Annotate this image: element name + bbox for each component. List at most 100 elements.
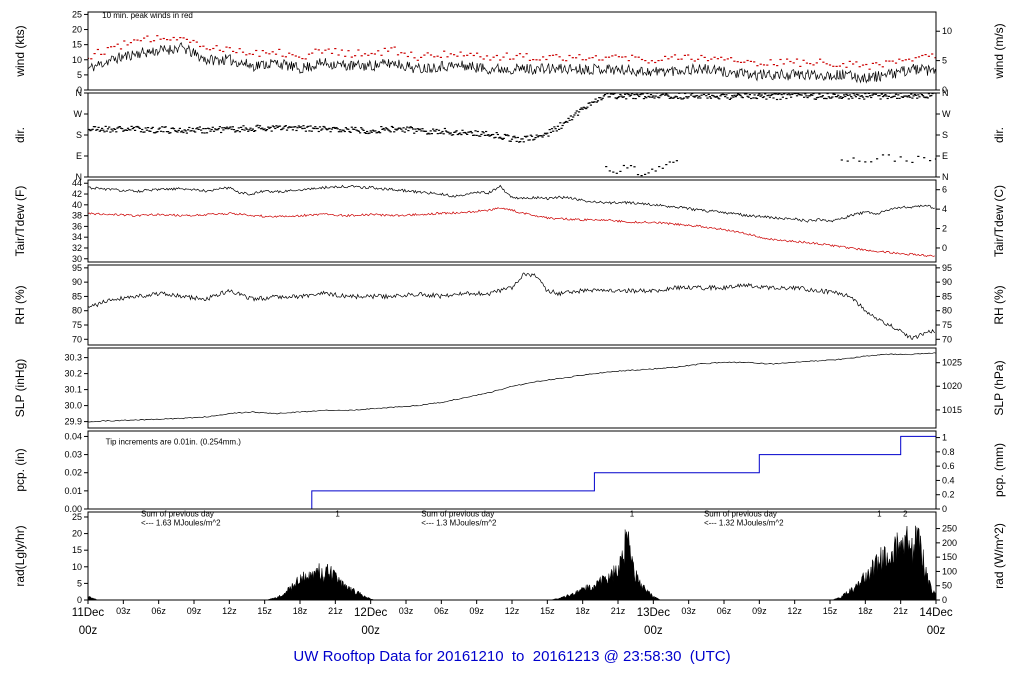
ytick-right-label: 70	[942, 334, 952, 344]
series-sea-level-pressure	[88, 352, 936, 423]
ytick-right-label: E	[942, 151, 948, 161]
series-wind-direction	[88, 93, 936, 143]
ytick-left-label: 85	[72, 291, 82, 301]
chart-annotation: Sum of previous day <--- 1.32 MJoules/m^2	[704, 509, 784, 527]
axis-title-left: pcp. (in)	[13, 448, 27, 491]
panel-border	[87, 430, 937, 510]
series-tair-f	[88, 184, 935, 223]
hour-label: 21z	[893, 606, 908, 616]
ytick-left-label: 5	[77, 578, 82, 588]
hour-label: 03z	[399, 606, 414, 616]
ytick-right-label: 0.8	[942, 447, 955, 457]
ytick-right-label: 250	[942, 524, 957, 534]
panel-border	[87, 264, 937, 346]
ytick-right-label: 0.2	[942, 490, 955, 500]
series-precip-accum	[88, 435, 936, 509]
chart-annotation: Sum of previous day <--- 1.63 MJoules/m^2	[141, 509, 221, 527]
series-solar-radiation	[88, 525, 936, 600]
ytick-right-label: 1015	[942, 405, 962, 415]
ytick-right-label: 100	[942, 566, 957, 576]
axis-title-left: wind (kts)	[13, 25, 27, 77]
ytick-right-label: 5	[942, 56, 947, 66]
ytick-left-label: 0.00	[64, 504, 82, 514]
ytick-left-label: 30.0	[64, 401, 82, 411]
axis-title-right: dir.	[992, 127, 1006, 143]
ytick-right-label: 150	[942, 552, 957, 562]
hour-label: 03z	[116, 606, 131, 616]
series-tdew-f	[88, 207, 935, 258]
ytick-left-label: 29.9	[64, 417, 82, 427]
x-axis: 11Dec 00z 03z 06z 09z 12z 15z 18z 21z 12Dec 00z 03z…	[72, 600, 953, 637]
ytick-left-label: 20	[72, 25, 82, 35]
ytick-right-label: 1	[942, 433, 947, 443]
hour-label: 18z	[858, 606, 873, 616]
ytick-left-label: 34	[72, 232, 82, 242]
hour-label: 15z	[823, 606, 838, 616]
hour-label: 15z	[257, 606, 272, 616]
panel-pcp: 0.04 0.03 0.02 0.01 0.00 1 0.8 0.6 0.4 0.2 0 pcp. (…	[13, 430, 1006, 514]
chart-annotation: Sum of previous day <--- 1.3 MJoules/m^2	[421, 509, 497, 527]
ytick-left-label: 30.1	[64, 385, 82, 395]
ytick-left-label: 80	[72, 306, 82, 316]
series-peak-wind-kts	[88, 35, 936, 70]
hour-label: 15z	[540, 606, 555, 616]
ytick-right-label: 10	[942, 26, 952, 36]
hour-label: 18z	[575, 606, 590, 616]
chart-annotation: 2	[903, 509, 908, 518]
day-label: 14Dec	[919, 607, 952, 619]
series-wind-direction-wrap-b	[840, 154, 936, 163]
axis-title-right: pcp. (mm)	[992, 443, 1006, 497]
ytick-left-label: 25	[72, 512, 82, 522]
panel-wind: 0 5 10 15 20 25 0 5 10 wind (kts) wind (m/s) 10 min…	[13, 9, 1006, 95]
ytick-right-label: 4	[942, 204, 947, 214]
chart-annotation: 1	[335, 509, 340, 518]
ytick-left-label: 30.3	[64, 353, 82, 363]
series-wind-direction-wrap-a	[605, 160, 678, 177]
ytick-left-label: 44	[72, 178, 82, 188]
ytick-left-label: 30.2	[64, 369, 82, 379]
ytick-left-label: 32	[72, 243, 82, 253]
ytick-left-label: 75	[72, 320, 82, 330]
axis-title-right: SLP (hPa)	[992, 360, 1006, 415]
chart-annotation: 1	[877, 509, 882, 518]
axis-title-right: Tair/Tdew (C)	[992, 185, 1006, 257]
axis-title-left: Tair/Tdew (F)	[13, 186, 27, 257]
axis-title-left: SLP (inHg)	[13, 359, 27, 417]
ytick-right-label: 80	[942, 306, 952, 316]
panel-rh: 95 90 85 80 75 70 95 90 85 80 75 70 RH (%) RH (%)	[13, 263, 1006, 346]
ytick-right-label: 0	[942, 504, 947, 514]
ytick-right-label: 1020	[942, 381, 962, 391]
panel-border	[87, 11, 937, 91]
ytick-right-label: 6	[942, 185, 947, 195]
chart-annotation: Tip increments are 0.01in. (0.254mm.)	[106, 438, 242, 447]
ytick-left-label: 95	[72, 263, 82, 273]
ytick-left-label: N	[76, 172, 83, 182]
series-relative-humidity	[88, 272, 936, 340]
ytick-left-label: 40	[72, 200, 82, 210]
hour-label: 21z	[611, 606, 626, 616]
ytick-left-label: 10	[72, 562, 82, 572]
ytick-right-label: 0	[942, 85, 947, 95]
hour-label: 18z	[293, 606, 308, 616]
axis-title-right: rad (W/m^2)	[992, 523, 1006, 589]
ytick-left-label: 0	[77, 85, 82, 95]
ytick-right-label: 90	[942, 277, 952, 287]
ytick-left-label: 10	[72, 55, 82, 65]
ytick-right-label: 1025	[942, 358, 962, 368]
panel-border	[87, 92, 937, 178]
ytick-right-label: 2	[942, 224, 947, 234]
ytick-left-label: 0.04	[64, 431, 82, 441]
ytick-left-label: 5	[77, 70, 82, 80]
ytick-right-label: 0	[942, 595, 947, 605]
ytick-left-label: 36	[72, 221, 82, 231]
hour-label: 06z	[717, 606, 732, 616]
ytick-right-label: 200	[942, 538, 957, 548]
series-wind-speed-kts	[88, 42, 936, 84]
day-label: 11Dec	[72, 607, 105, 619]
hour-label: 09z	[187, 606, 202, 616]
ytick-left-label: 0.01	[64, 486, 82, 496]
